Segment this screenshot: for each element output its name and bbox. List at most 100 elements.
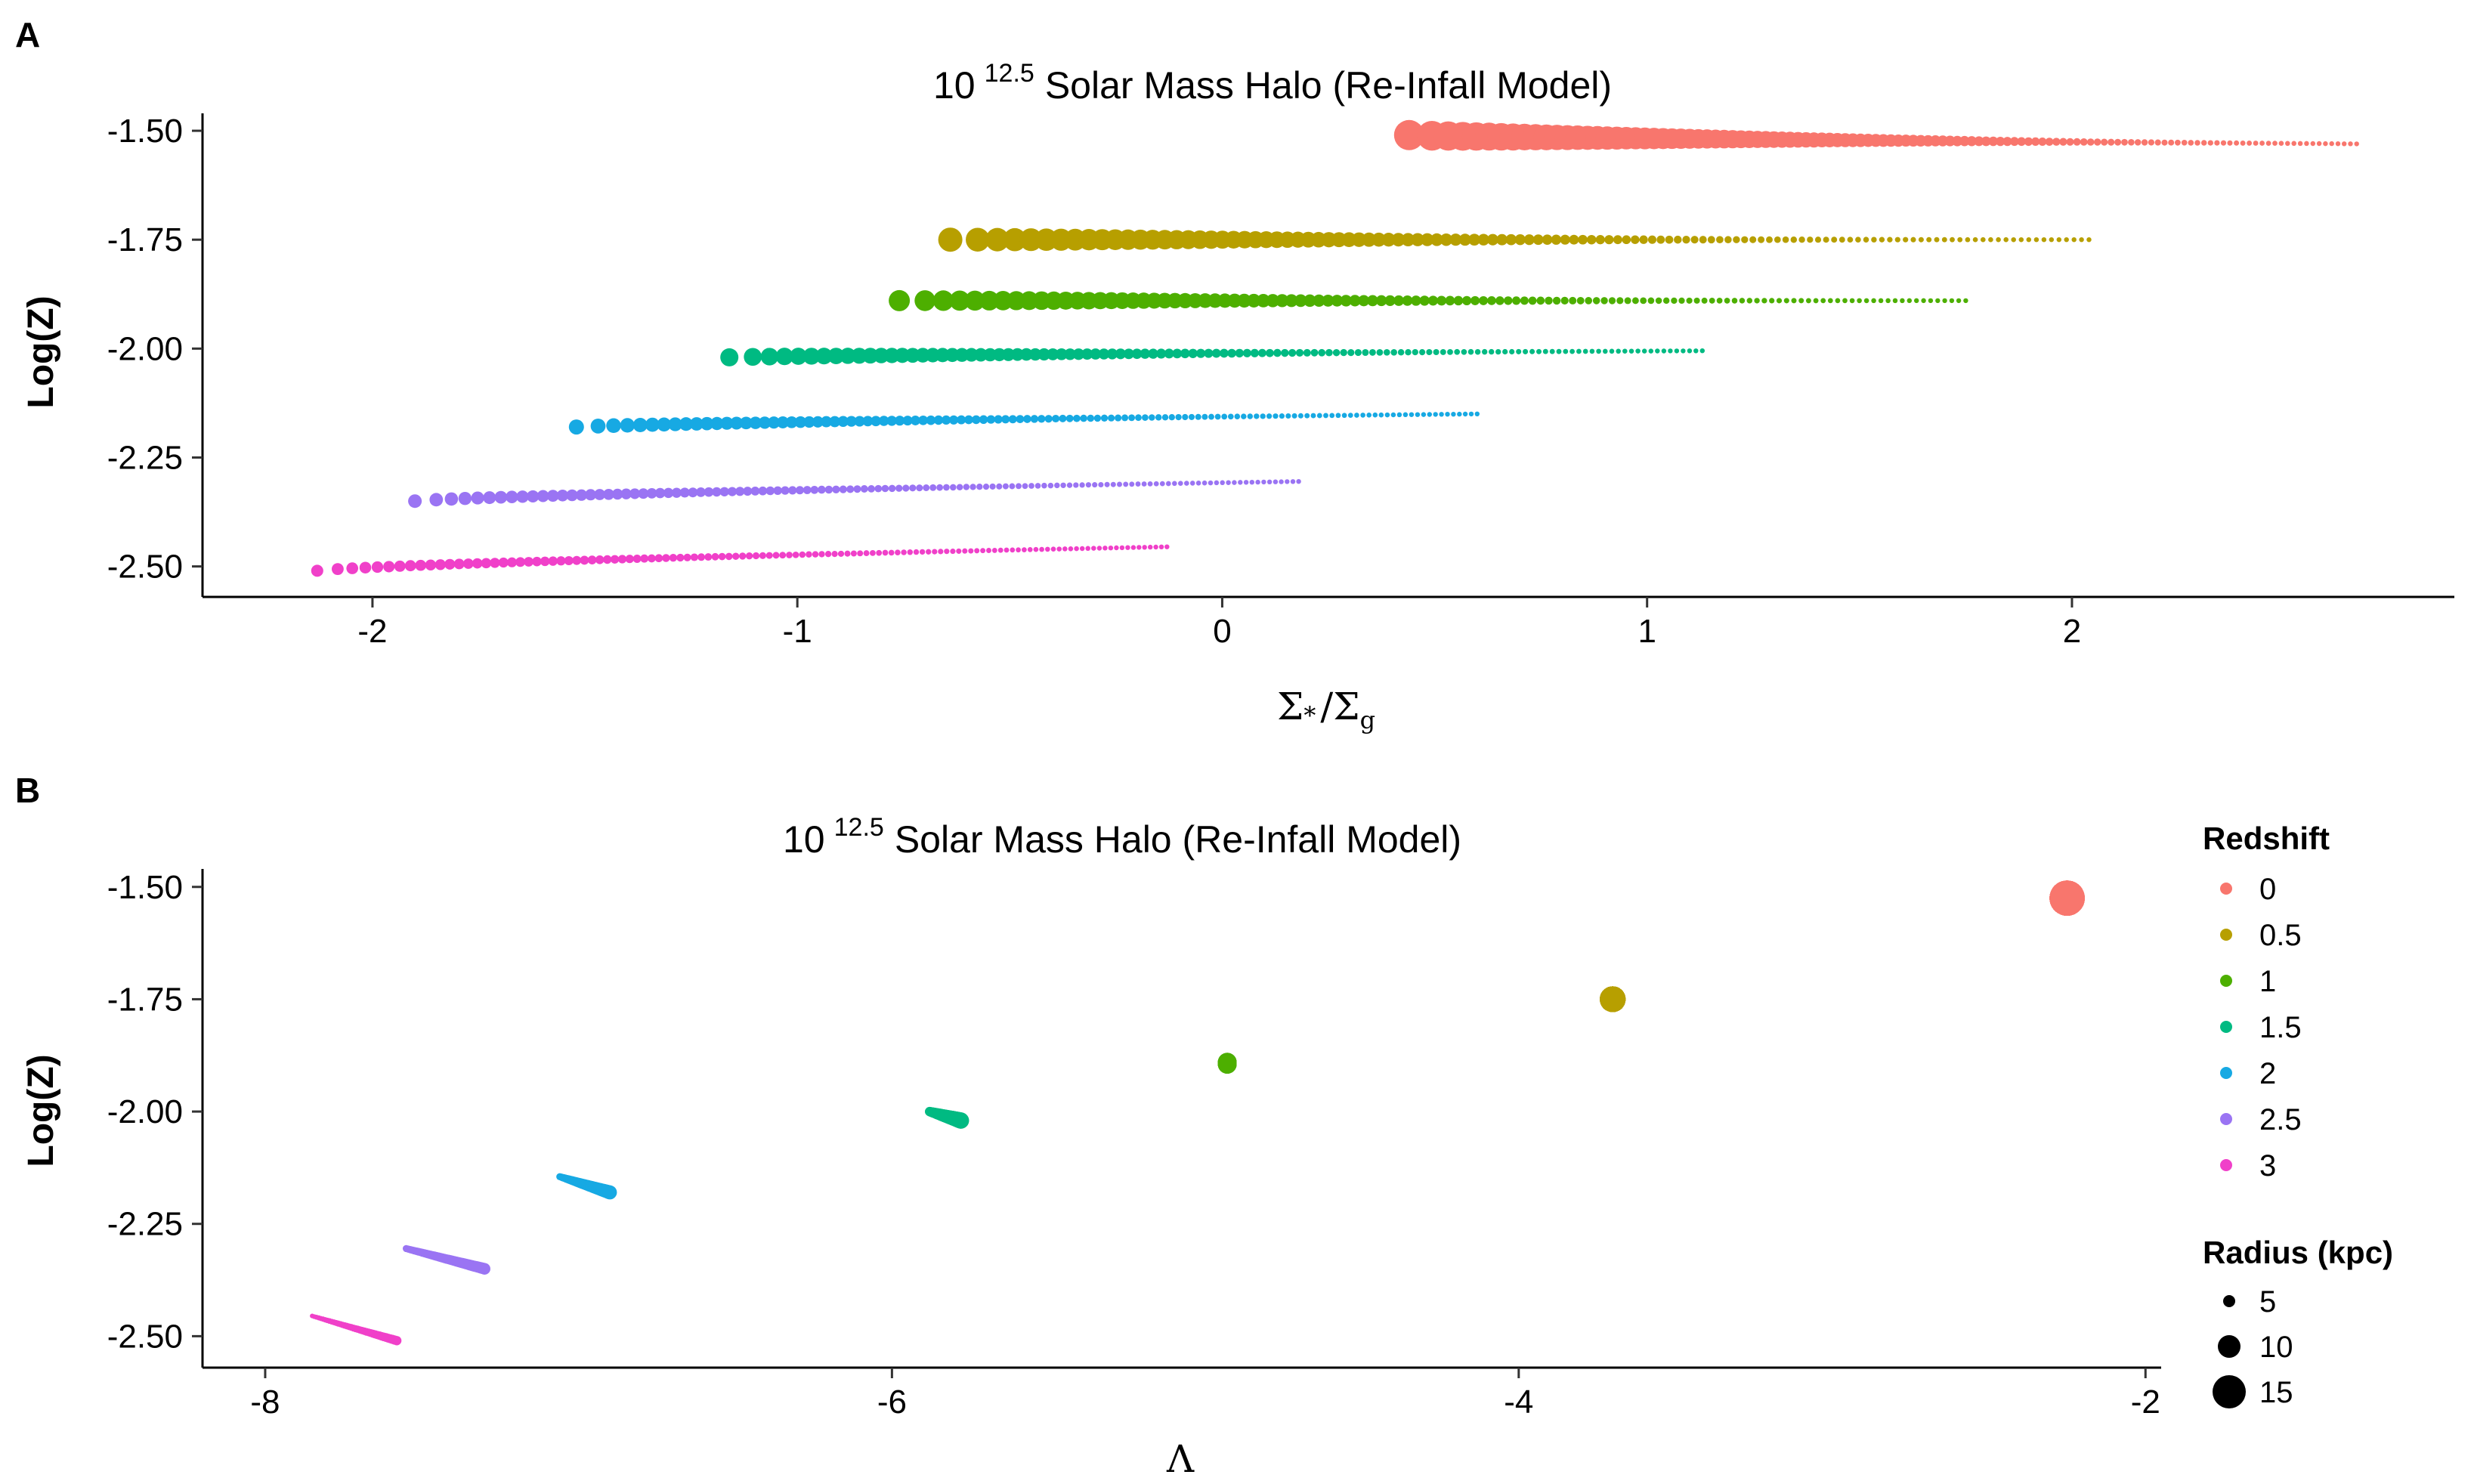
- data-point: [1622, 348, 1628, 354]
- data-point: [926, 549, 932, 555]
- panel-a-title: 10 12.5 Solar Mass Halo (Re-Infall Model): [933, 59, 1612, 107]
- data-point: [873, 348, 889, 363]
- data-point: [1254, 413, 1260, 419]
- data-point: [1156, 348, 1167, 359]
- data-point: [2066, 138, 2074, 146]
- data-point: [765, 552, 773, 559]
- legend-item-radius-10: 10: [2218, 1331, 2293, 1364]
- data-point: [1068, 546, 1074, 552]
- data-point: [1383, 348, 1390, 356]
- data-point: [1842, 298, 1848, 304]
- data-point: [1835, 298, 1841, 304]
- data-point: [1699, 236, 1707, 244]
- data-point: [638, 488, 649, 499]
- data-point: [1942, 298, 1947, 304]
- data-point: [964, 348, 979, 362]
- data-point: [606, 418, 621, 434]
- data-point: [2310, 141, 2316, 147]
- data-point: [895, 348, 911, 363]
- data-point: [1761, 298, 1767, 304]
- data-point: [986, 415, 996, 424]
- data-point: [1576, 348, 1582, 354]
- data-point: [878, 416, 889, 426]
- data-point: [1290, 479, 1296, 484]
- data-point: [2316, 141, 2322, 147]
- data-point: [1378, 412, 1384, 418]
- data-point: [2329, 141, 2334, 147]
- data-point: [881, 484, 889, 493]
- data-point: [1457, 411, 1462, 417]
- data-point: [1707, 236, 1715, 244]
- data-point: [1226, 480, 1231, 485]
- data-point: [1257, 348, 1266, 357]
- data-point: [1871, 237, 1877, 243]
- data-point: [1028, 348, 1042, 361]
- data-point: [760, 348, 779, 366]
- data-point: [1783, 298, 1789, 304]
- data-point: [527, 490, 540, 502]
- data-point: [1149, 414, 1155, 421]
- legend-label: 5: [2259, 1285, 2276, 1319]
- data-point: [611, 488, 623, 500]
- data-point: [1823, 237, 1829, 243]
- data-point: [824, 551, 832, 558]
- data-point: [1316, 413, 1322, 419]
- data-point: [1741, 236, 1749, 243]
- data-point: [371, 561, 384, 574]
- data-point: [1731, 298, 1738, 304]
- data-point: [1887, 237, 1893, 243]
- data-point: [2086, 138, 2095, 146]
- data-point: [979, 415, 988, 425]
- data-point: [1296, 479, 1301, 484]
- data-point: [1349, 295, 1361, 307]
- data-point: [944, 549, 950, 555]
- data-point: [1682, 236, 1690, 244]
- data-point: [1208, 413, 1214, 420]
- panel-a-x-tick-label: -1: [783, 613, 812, 650]
- data-point: [985, 227, 1010, 252]
- panel-a-xlabel-sym2: Σ: [1333, 685, 1359, 728]
- series-z1_5: [925, 1106, 969, 1129]
- data-point: [956, 484, 963, 490]
- data-point: [1585, 297, 1593, 305]
- data-point: [844, 550, 851, 557]
- data-point: [1201, 413, 1208, 420]
- data-point: [938, 549, 944, 555]
- data-point: [1481, 348, 1488, 355]
- data-point: [1956, 298, 1962, 304]
- data-point: [1066, 482, 1073, 488]
- data-point: [1022, 483, 1028, 490]
- data-point: [1774, 236, 1781, 243]
- data-point: [1739, 298, 1746, 304]
- data-point: [1141, 481, 1147, 487]
- data-point: [697, 553, 706, 561]
- data-point: [1243, 480, 1249, 485]
- data-point: [2227, 140, 2233, 146]
- panel-a-y-tick-label: -1.75: [107, 221, 183, 258]
- data-point: [846, 485, 855, 493]
- data-point: [1390, 349, 1397, 356]
- data-point: [429, 493, 444, 507]
- panel-a-xlabel: Σ*/Σg: [1277, 685, 1375, 734]
- data-point: [803, 416, 815, 428]
- data-point: [1892, 298, 1898, 304]
- data-point: [1576, 296, 1585, 305]
- data-point: [1177, 481, 1183, 487]
- data-point: [1164, 348, 1174, 359]
- panel-a-x-tick-label: 1: [1637, 613, 1656, 650]
- data-point: [1427, 412, 1433, 417]
- data-point: [689, 417, 704, 431]
- data-point: [704, 487, 714, 497]
- data-point: [1520, 296, 1529, 305]
- data-point: [818, 485, 826, 494]
- data-point: [524, 557, 533, 567]
- data-point: [1368, 348, 1376, 356]
- data-point: [1062, 546, 1068, 552]
- legend-item-redshift-2_5: 2.5: [2220, 1103, 2302, 1136]
- data-point: [1661, 348, 1667, 354]
- data-point: [1329, 413, 1335, 419]
- data-point: [1950, 237, 1955, 243]
- data-point: [1592, 297, 1600, 305]
- panel-a-ylabel: Log(Z): [21, 295, 61, 408]
- data-point: [1249, 479, 1255, 485]
